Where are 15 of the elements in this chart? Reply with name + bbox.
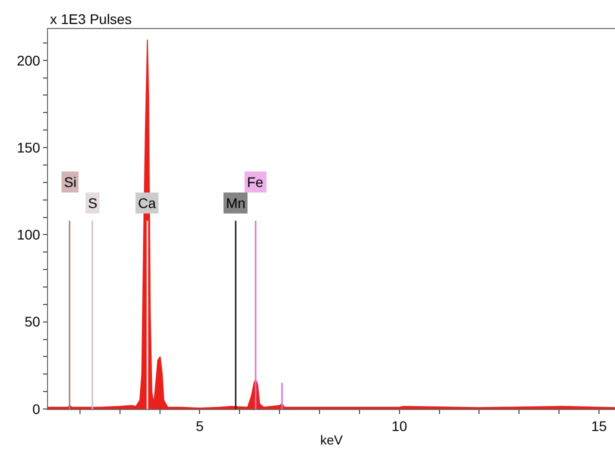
y-tick-label: 0 (32, 400, 40, 417)
y-tick-label: 50 (24, 314, 40, 330)
series-label: Ca (138, 195, 156, 211)
y-tick-label: 150 (16, 139, 40, 156)
x-tick-label: 10 (392, 418, 408, 434)
y-axis-title: x 1E3 Pulses (50, 11, 132, 27)
x-tick-label: 15 (591, 418, 608, 434)
series-label: Mn (226, 195, 246, 211)
y-tick-label: 200 (16, 52, 40, 68)
y-tick-label: 100 (16, 226, 40, 243)
x-tick-label: 5 (196, 418, 204, 434)
x-axis-title: keV (320, 432, 344, 448)
text: Si (64, 174, 76, 190)
text: Fe (247, 174, 264, 190)
series-label: S (88, 195, 98, 211)
